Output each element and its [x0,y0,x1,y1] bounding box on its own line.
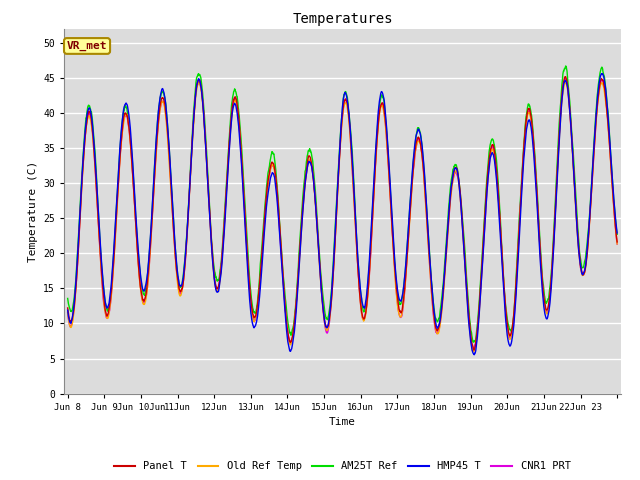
HMP45 T [371,173,378,179]
Line: AM25T Ref: AM25T Ref [68,66,617,342]
Old Ref Temp [502,314,510,320]
HMP45 T [502,322,510,327]
Line: Old Ref Temp: Old Ref Temp [68,83,617,351]
CNR1 PRT [502,316,510,322]
Y-axis label: Temperature (C): Temperature (C) [28,161,38,262]
CNR1 PRT [358,313,366,319]
Line: Panel T: Panel T [68,77,617,350]
Title: Temperatures: Temperatures [292,12,393,26]
Legend: Panel T, Old Ref Temp, AM25T Ref, HMP45 T, CNR1 PRT: Panel T, Old Ref Temp, AM25T Ref, HMP45 … [110,457,575,476]
AM25T Ref [613,231,621,237]
CNR1 PRT [565,100,573,106]
HMP45 T [64,307,72,313]
CNR1 PRT [562,76,570,82]
Old Ref Temp [358,313,366,319]
Line: HMP45 T: HMP45 T [68,73,617,355]
Panel T [562,74,570,80]
Old Ref Temp [217,270,225,276]
AM25T Ref [64,296,72,301]
Panel T [371,184,378,190]
Panel T [64,305,72,311]
Panel T [217,267,225,273]
Panel T [613,239,621,245]
HMP45 T [217,272,225,278]
Old Ref Temp [580,271,588,277]
HMP45 T [470,352,478,358]
HMP45 T [565,96,573,102]
X-axis label: Time: Time [329,417,356,427]
Panel T [502,311,510,317]
AM25T Ref [562,63,570,69]
CNR1 PRT [580,270,588,276]
Old Ref Temp [64,310,72,315]
CNR1 PRT [217,266,225,272]
Line: CNR1 PRT: CNR1 PRT [68,79,617,351]
Panel T [470,347,477,353]
CNR1 PRT [613,241,621,247]
AM25T Ref [469,339,477,345]
HMP45 T [613,230,621,236]
Old Ref Temp [470,348,477,354]
AM25T Ref [565,90,573,96]
CNR1 PRT [371,185,378,191]
CNR1 PRT [470,348,477,354]
CNR1 PRT [64,310,72,315]
AM25T Ref [358,302,366,308]
Panel T [580,270,588,276]
Text: VR_met: VR_met [67,41,108,51]
Old Ref Temp [598,80,605,85]
HMP45 T [598,71,605,76]
AM25T Ref [371,178,378,184]
Old Ref Temp [371,186,378,192]
HMP45 T [580,269,588,275]
Panel T [358,312,366,317]
AM25T Ref [580,260,588,266]
HMP45 T [358,300,366,305]
AM25T Ref [217,261,225,266]
AM25T Ref [502,308,510,314]
Old Ref Temp [565,96,573,102]
Old Ref Temp [613,241,621,247]
Panel T [565,97,573,103]
